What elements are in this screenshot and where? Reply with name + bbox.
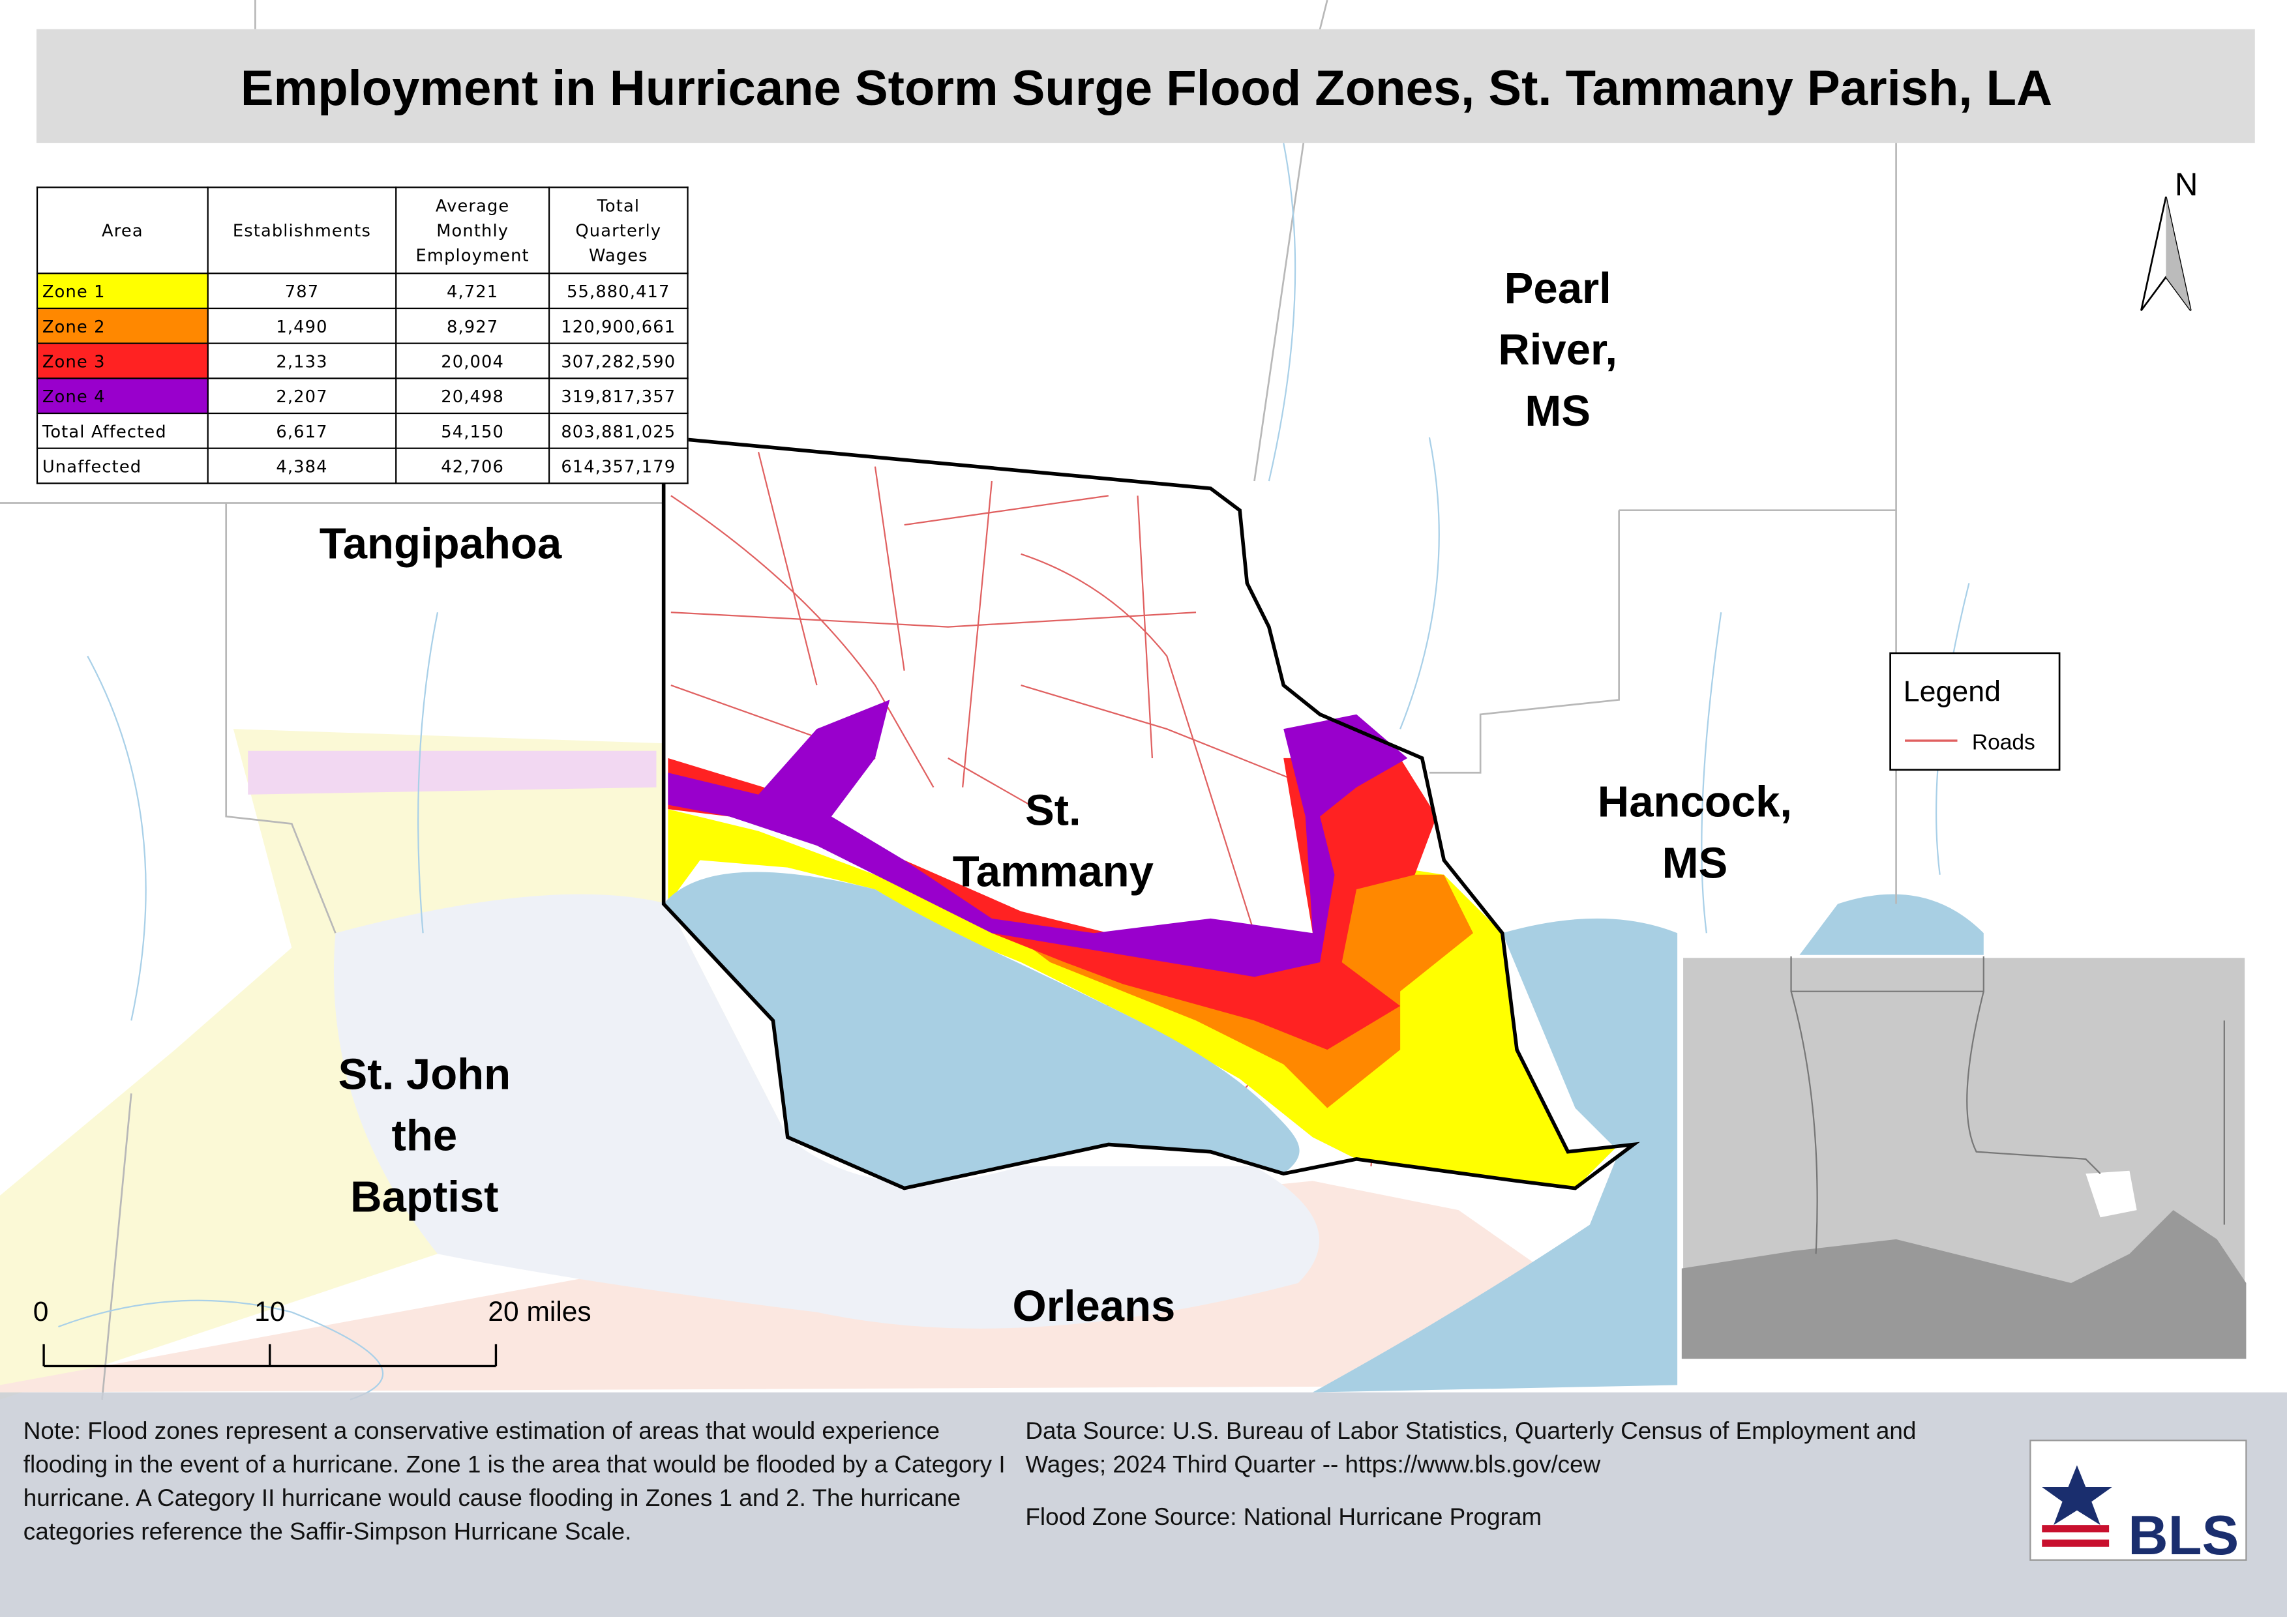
table-row: Zone 2 1,490 8,927 120,900,661 (36, 307, 689, 344)
table-cell: Total Affected (36, 412, 209, 449)
county-line (225, 503, 336, 934)
place-label: River, (1498, 325, 1617, 374)
legend-box (1889, 652, 2061, 771)
table-cell: Zone 2 (36, 307, 209, 344)
title-bar (36, 29, 2255, 143)
north-arrow-shade (2166, 196, 2191, 311)
scale-label: 20 miles (488, 1297, 591, 1327)
table-cell: 120,900,661 (548, 307, 689, 344)
table-row: Zone 1 787 4,721 55,880,417 (36, 273, 689, 310)
place-label: Baptist (350, 1172, 498, 1221)
table-cell: 307,282,590 (548, 342, 689, 379)
legend-label: Roads (1972, 730, 2035, 754)
place-label: St. (1025, 786, 1081, 835)
footer-band (0, 1392, 2287, 1617)
faded-lake (333, 894, 1320, 1329)
place-label: MS (1662, 838, 1728, 887)
legend-title: Legend (1904, 676, 2001, 708)
table-cell: 42,706 (395, 447, 550, 484)
logo-text: BLS (2128, 1505, 2239, 1567)
table-header: Total Quarterly Wages (548, 186, 689, 274)
county-line (1429, 510, 1620, 774)
table-row: Unaffected 4,384 42,706 614,357,179 (36, 447, 689, 484)
inset-parish (2085, 1170, 2137, 1218)
zone-3-area (668, 758, 1437, 1050)
table-header: Establishments (207, 186, 397, 274)
table-cell: Unaffected (36, 447, 209, 484)
table-row: Zone 4 2,207 20,498 319,817,357 (36, 377, 689, 415)
place-label: St. John (338, 1050, 511, 1099)
county-line (1253, 0, 1328, 482)
scale-bar (42, 1344, 498, 1368)
table-header: Average Monthly Employment (395, 186, 550, 274)
table-cell: 20,498 (395, 377, 550, 415)
logo-stripe (2042, 1539, 2110, 1547)
table-cell: 1,490 (207, 307, 397, 344)
table-cell: 787 (207, 273, 397, 310)
faded-zone-west (248, 750, 657, 795)
inset-borders (1790, 956, 2225, 1254)
county-lines (0, 0, 1897, 1400)
inset-border (1790, 956, 2225, 1254)
table-cell: 2,207 (207, 377, 397, 415)
table-body: Zone 1 787 4,721 55,880,417 Zone 2 1,490 8,927… (36, 273, 689, 484)
bay-water (1794, 894, 1984, 962)
table-cell: 54,150 (395, 412, 550, 449)
flood-source: Flood Zone Source: National Hurricane Pr… (1025, 1504, 1542, 1531)
table-cell: 803,881,025 (548, 412, 689, 449)
table-cell: 319,817,357 (548, 377, 689, 415)
place-label: Tangipahoa (320, 520, 562, 568)
scale-label: 10 (254, 1297, 285, 1327)
data-table: Area Establishments Average Monthly Empl… (36, 186, 689, 484)
inset-gulf (1681, 1210, 2247, 1359)
place-label: Pearl (1504, 264, 1611, 313)
gulf-water (1312, 918, 1678, 1393)
place-label: Hancock, (1598, 777, 1792, 826)
table-row: Zone 3 2,133 20,004 307,282,590 (36, 342, 689, 379)
table-cell: 55,880,417 (548, 273, 689, 310)
parish-outline (661, 435, 1640, 1190)
place-labels: Tangipahoa Pearl River, MS Hancock, MS St. Tamm… (320, 264, 1792, 1331)
lake-pontchartrain (663, 872, 1300, 1188)
scale-label: 0 (33, 1297, 49, 1327)
place-label: MS (1525, 387, 1591, 436)
note-text: Note: Flood zones represent a conservati… (23, 1418, 1006, 1546)
data-source: Data Source: U.S. Bureau of Labor Statis… (1025, 1418, 1917, 1479)
table-row: Total Affected 6,617 54,150 803,881,025 (36, 412, 689, 449)
table-cell: 4,384 (207, 447, 397, 484)
county-line (101, 1093, 132, 1400)
logo-stripe (2042, 1525, 2110, 1533)
table-cell: Zone 1 (36, 273, 209, 310)
table-cell: Zone 3 (36, 342, 209, 379)
table-cell: Zone 4 (36, 377, 209, 415)
table-header: Area (36, 186, 209, 274)
map-title: Employment in Hurricane Storm Surge Floo… (241, 61, 2052, 116)
table-cell: 20,004 (395, 342, 550, 379)
place-label: Orleans (1013, 1282, 1176, 1331)
place-label: Tammany (953, 848, 1154, 896)
table-cell: 6,617 (207, 412, 397, 449)
table-cell: 2,133 (207, 342, 397, 379)
table-cell: 614,357,179 (548, 447, 689, 484)
north-label: N (2175, 167, 2198, 203)
table-cell: 8,927 (395, 307, 550, 344)
place-label: the (392, 1111, 458, 1160)
zone-4-area (668, 700, 1408, 977)
logo-star (2042, 1465, 2112, 1526)
table-cell: 4,721 (395, 273, 550, 310)
